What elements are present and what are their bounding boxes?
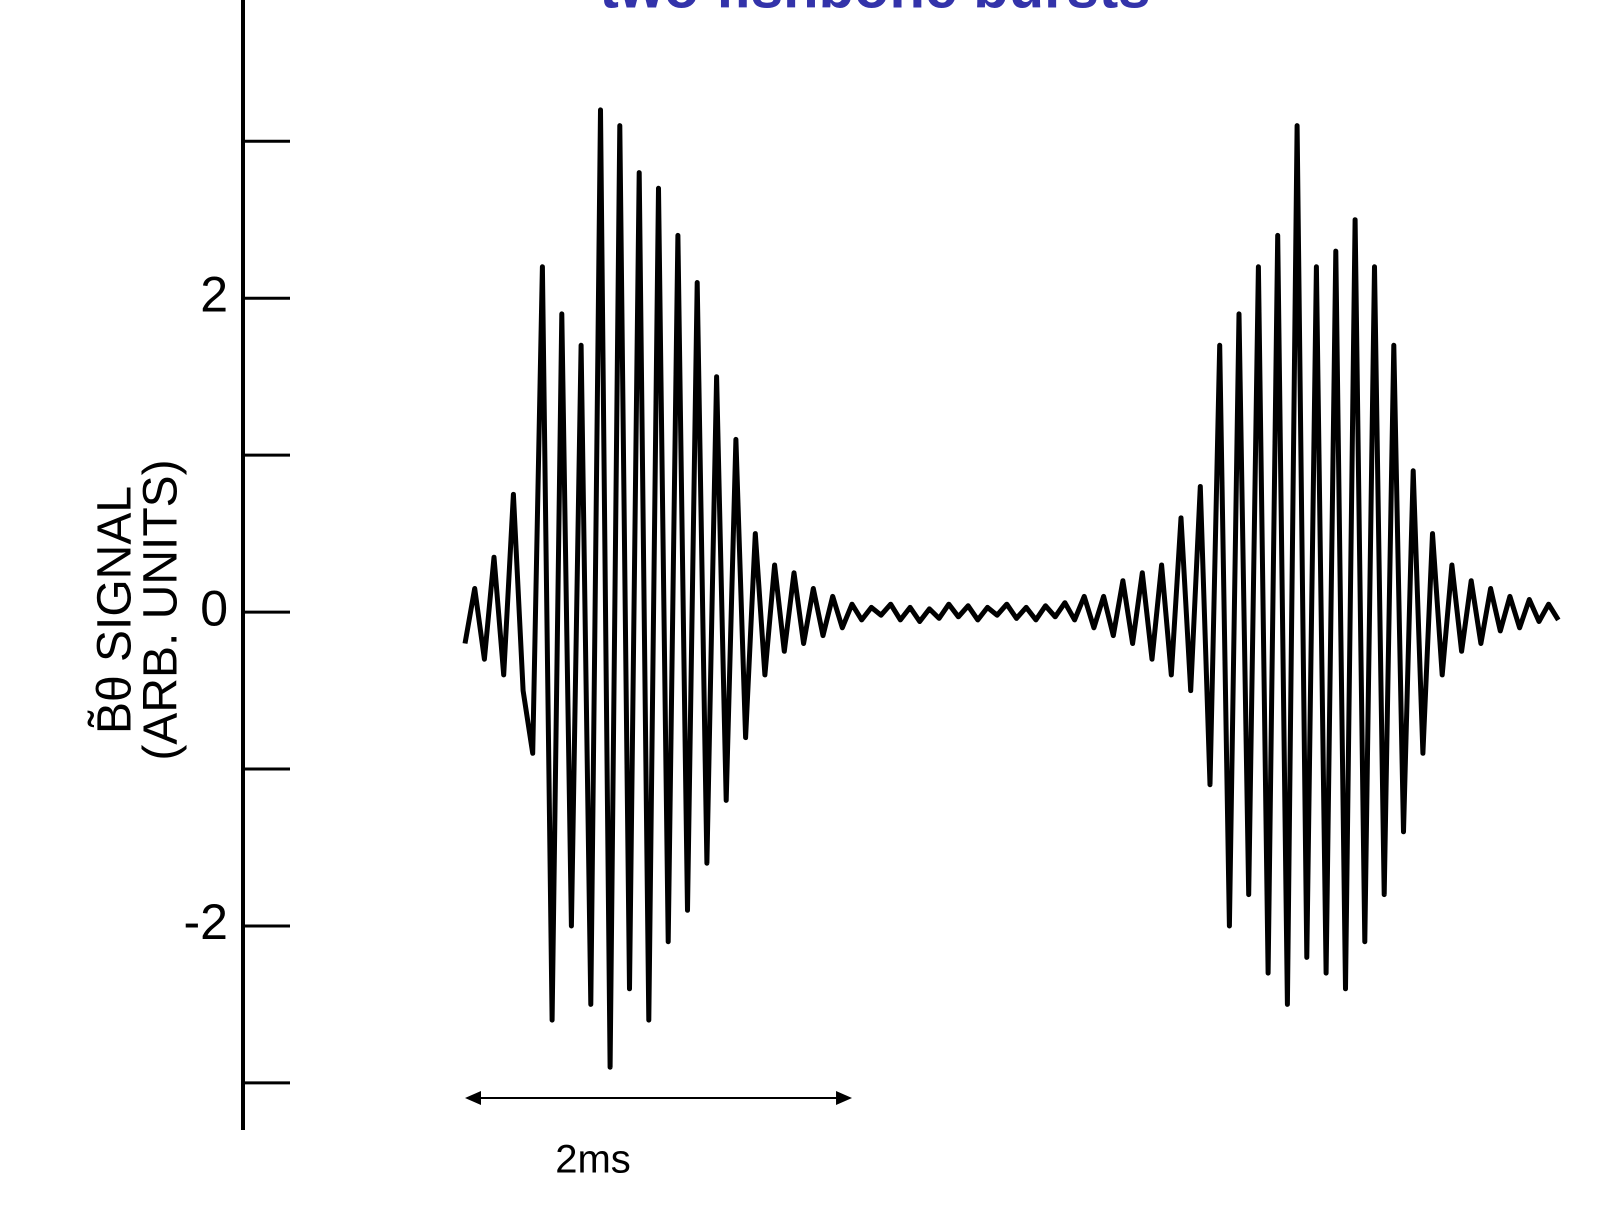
y-axis-label: B̃θ SIGNAL (ARB. UNITS) <box>88 459 188 760</box>
y-axis-label-line: (ARB. UNITS) <box>135 459 188 760</box>
y-axis-label-line: B̃θ SIGNAL <box>88 486 142 734</box>
signal-line <box>462 107 1561 1070</box>
y-tick-label: -2 <box>184 894 228 950</box>
arrow-head <box>465 1091 481 1105</box>
chart-title: two fishbone bursts <box>600 0 1151 20</box>
arrow-head <box>836 1091 853 1105</box>
y-tick-label: 0 <box>200 580 228 636</box>
y-tick-label: 2 <box>200 266 228 322</box>
scale-bar-label: 2ms <box>555 1138 631 1182</box>
